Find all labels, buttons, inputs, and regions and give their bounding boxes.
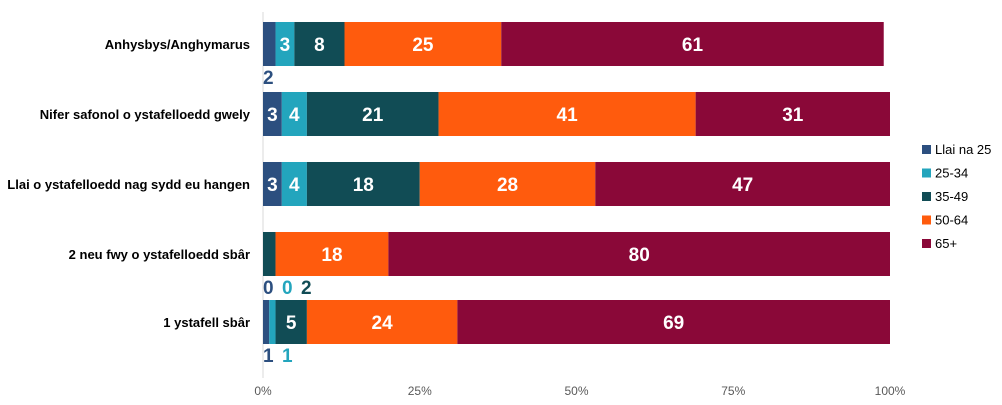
legend-label: 25-34 (935, 166, 968, 181)
bar-segment (344, 22, 502, 66)
bar-segment (306, 162, 420, 206)
data-label: 61 (682, 35, 704, 56)
bar-segment (501, 22, 884, 66)
legend-swatch (922, 215, 931, 225)
bar-segment (275, 22, 295, 66)
legend-swatch (922, 145, 931, 154)
bar-segment (438, 92, 696, 136)
bar-segment (263, 232, 276, 276)
bar-segment (281, 162, 307, 206)
x-tick-label: 0% (254, 384, 272, 398)
bar-segment (263, 300, 270, 344)
bar-segment (695, 92, 890, 136)
data-label: 2 (263, 68, 274, 89)
legend-label: 50-64 (935, 213, 968, 228)
bar-segment (457, 300, 890, 344)
bar-segment (269, 300, 276, 344)
data-label: 80 (629, 245, 650, 266)
bar-segment (306, 92, 439, 136)
bar-segment (263, 162, 282, 206)
data-label: 1 (282, 346, 293, 367)
category-label: 1 ystafell sbâr (163, 315, 250, 330)
bar-segment (263, 22, 276, 66)
legend-swatch (922, 168, 931, 178)
legend-swatch (922, 239, 931, 248)
data-label: 18 (321, 245, 342, 266)
x-tick-label: 50% (564, 384, 588, 398)
data-label: 0 (282, 278, 293, 299)
legend-swatch (922, 192, 931, 201)
data-label: 3 (280, 35, 291, 56)
data-label: 18 (353, 175, 374, 196)
bar-segment (595, 162, 890, 206)
data-label: 2 (301, 278, 312, 299)
data-label: 3 (267, 105, 278, 126)
x-tick-label: 100% (875, 384, 906, 398)
data-label: 24 (372, 313, 394, 334)
data-label: 0 (263, 278, 274, 299)
data-label: 4 (289, 175, 300, 196)
category-label: 2 neu fwy o ystafelloedd sbâr (69, 247, 250, 262)
bar-segment (419, 162, 596, 206)
data-label: 4 (289, 105, 300, 126)
data-label: 47 (732, 175, 753, 196)
data-label: 21 (362, 105, 384, 126)
x-tick-label: 25% (408, 384, 432, 398)
data-label: 28 (497, 175, 518, 196)
legend-label: Llai na 25 (935, 142, 991, 157)
category-label: Anhysbys/Anghymarus (105, 37, 250, 52)
bar-segment (306, 300, 458, 344)
x-tick-label: 75% (721, 384, 745, 398)
category-label: Llai o ystafelloedd nag sydd eu hangen (7, 177, 250, 192)
data-label: 69 (663, 313, 684, 334)
bar-segment (275, 300, 307, 344)
data-label: 5 (286, 313, 297, 334)
data-label: 31 (782, 105, 804, 126)
bar-segment (263, 92, 282, 136)
legend-label: 35-49 (935, 189, 968, 204)
legend-label: 65+ (935, 236, 957, 251)
data-label: 8 (314, 35, 325, 56)
data-label: 41 (557, 105, 579, 126)
bar-segment (388, 232, 890, 276)
data-label: 3 (267, 175, 278, 196)
data-label: 1 (263, 346, 274, 367)
category-label: Nifer safonol o ystafelloedd gwely (40, 107, 251, 122)
bar-segment (281, 92, 307, 136)
data-label: 25 (412, 35, 434, 56)
bar-segment (275, 232, 389, 276)
bar-segment (294, 22, 345, 66)
